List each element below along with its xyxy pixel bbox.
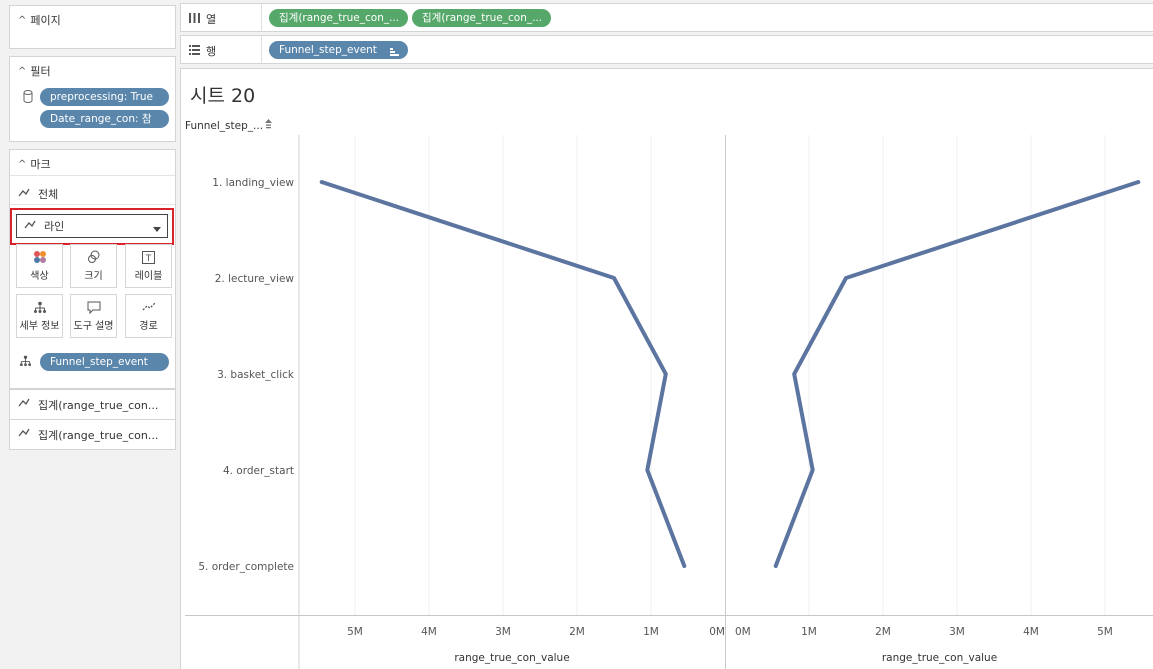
collapse-icon[interactable]: ^ bbox=[18, 65, 27, 77]
label-label: 레이블 bbox=[134, 271, 163, 282]
x-tick-label: 1M bbox=[643, 626, 659, 638]
x-axis-title: range_true_con_value bbox=[454, 652, 569, 664]
size-button[interactable]: 크기 bbox=[70, 244, 117, 288]
tooltip-icon bbox=[87, 300, 101, 314]
rows-shelf-label: 행 bbox=[189, 43, 216, 59]
line-mark-icon bbox=[18, 188, 30, 201]
marks-card: ^ 마크 전체 라인 색상 크기 bbox=[9, 149, 176, 389]
x-tick-label: 5M bbox=[1097, 626, 1113, 638]
database-icon bbox=[23, 90, 33, 106]
color-label: 색상 bbox=[30, 271, 49, 282]
divider bbox=[10, 175, 175, 176]
path-label: 경로 bbox=[139, 321, 158, 332]
hierarchy-icon bbox=[33, 300, 47, 314]
category-label: 2. lecture_view bbox=[215, 273, 295, 285]
category-label: 3. basket_click bbox=[217, 369, 295, 381]
measure-label: 집계(range_true_con... bbox=[38, 398, 159, 412]
sheet-title: 시트 20 bbox=[190, 85, 256, 107]
marks-all-label: 전체 bbox=[38, 188, 59, 201]
label-button[interactable]: T 레이블 bbox=[125, 244, 172, 288]
x-tick-label: 5M bbox=[347, 626, 363, 638]
x-axis-title: range_true_con_value bbox=[882, 652, 997, 664]
columns-shelf-label: 열 bbox=[189, 11, 216, 27]
row-pill-funnel-step[interactable]: Funnel_step_event bbox=[269, 41, 408, 59]
columns-label: 열 bbox=[206, 13, 217, 26]
column-pill-2[interactable]: 집계(range_true_con_... bbox=[412, 9, 551, 27]
collapse-icon[interactable]: ^ bbox=[18, 14, 27, 26]
line-mark-icon bbox=[24, 220, 36, 233]
size-icon bbox=[87, 250, 101, 264]
row-header[interactable]: Funnel_step_... bbox=[185, 119, 273, 133]
color-icon bbox=[33, 250, 47, 264]
sort-icon[interactable] bbox=[390, 45, 400, 59]
x-tick-label: 4M bbox=[1023, 626, 1039, 638]
collapse-icon[interactable]: ^ bbox=[18, 158, 27, 170]
sort-icon[interactable] bbox=[265, 119, 273, 133]
chevron-down-icon[interactable] bbox=[153, 223, 161, 236]
x-tick-label: 3M bbox=[949, 626, 965, 638]
divider bbox=[261, 36, 262, 63]
filters-header[interactable]: ^ 필터 bbox=[18, 63, 51, 79]
mark-type-value: 라인 bbox=[44, 220, 65, 233]
category-label: 4. order_start bbox=[223, 465, 294, 477]
funnel-chart: 5M 4M 3M 2M 1M 0M range_true_con_value 0M 1M 2M 3M… bbox=[185, 135, 1153, 669]
category-label: 1. landing_view bbox=[212, 177, 294, 189]
x-tick-label: 4M bbox=[421, 626, 437, 638]
x-tick-label: 2M bbox=[875, 626, 891, 638]
tooltip-button[interactable]: 도구 설명 bbox=[70, 294, 117, 338]
x-tick-label: 3M bbox=[495, 626, 511, 638]
columns-icon bbox=[189, 12, 200, 26]
worksheet-view: 시트 20 Funnel_step_... 5M 4M 3M 2M 1M 0M range_… bbox=[180, 68, 1153, 669]
left-panel: ^ 페이지 ^ 필터 preprocessing: True Date_rang… bbox=[0, 0, 180, 669]
mark-type-dropdown[interactable]: 라인 bbox=[16, 214, 168, 238]
marks-header[interactable]: ^ 마크 bbox=[18, 156, 51, 172]
row-header-label: Funnel_step_... bbox=[185, 120, 264, 132]
x-tick-label: 0M bbox=[709, 626, 725, 638]
category-label: 5. order_complete bbox=[198, 561, 294, 573]
marks-measure-row-1[interactable]: 집계(range_true_con... bbox=[9, 389, 176, 420]
x-tick-label: 0M bbox=[735, 626, 751, 638]
x-tick-label: 2M bbox=[569, 626, 585, 638]
divider bbox=[261, 4, 262, 31]
divider bbox=[10, 204, 175, 205]
line-mark-icon bbox=[18, 428, 30, 441]
pages-card: ^ 페이지 bbox=[9, 5, 176, 49]
tooltip-label: 도구 설명 bbox=[73, 321, 114, 332]
hierarchy-icon bbox=[19, 355, 32, 370]
detail-button[interactable]: 세부 정보 bbox=[16, 294, 63, 338]
marks-all-row[interactable]: 전체 bbox=[18, 186, 58, 202]
column-pill-1[interactable]: 집계(range_true_con_... bbox=[269, 9, 408, 27]
filter-pill-date-range[interactable]: Date_range_con: 참 bbox=[40, 110, 169, 128]
row-pill-label: Funnel_step_event bbox=[279, 44, 377, 56]
pages-header[interactable]: ^ 페이지 bbox=[18, 12, 61, 28]
detail-label: 세부 정보 bbox=[19, 321, 60, 332]
pages-title: 페이지 bbox=[30, 14, 61, 27]
color-button[interactable]: 색상 bbox=[16, 244, 63, 288]
line-mark-icon bbox=[18, 398, 30, 411]
detail-pill-funnel-step[interactable]: Funnel_step_event bbox=[40, 353, 169, 371]
filters-title: 필터 bbox=[30, 65, 51, 78]
filter-pill-preprocessing[interactable]: preprocessing: True bbox=[40, 88, 169, 106]
path-button[interactable]: 경로 bbox=[125, 294, 172, 338]
columns-shelf[interactable]: 열 집계(range_true_con_... 집계(range_true_co… bbox=[180, 3, 1153, 32]
rows-label: 행 bbox=[206, 45, 217, 58]
rows-icon bbox=[189, 44, 200, 58]
text-label-icon: T bbox=[142, 250, 155, 264]
filters-card: ^ 필터 preprocessing: True Date_range_con:… bbox=[9, 56, 176, 142]
marks-title: 마크 bbox=[30, 158, 51, 171]
svg-text:T: T bbox=[145, 254, 152, 264]
rows-shelf[interactable]: 행 Funnel_step_event bbox=[180, 35, 1153, 64]
marks-measure-row-2[interactable]: 집계(range_true_con... bbox=[9, 419, 176, 450]
x-tick-label: 1M bbox=[801, 626, 817, 638]
size-label: 크기 bbox=[84, 271, 103, 282]
path-icon bbox=[142, 300, 156, 314]
measure-label: 집계(range_true_con... bbox=[38, 428, 159, 442]
